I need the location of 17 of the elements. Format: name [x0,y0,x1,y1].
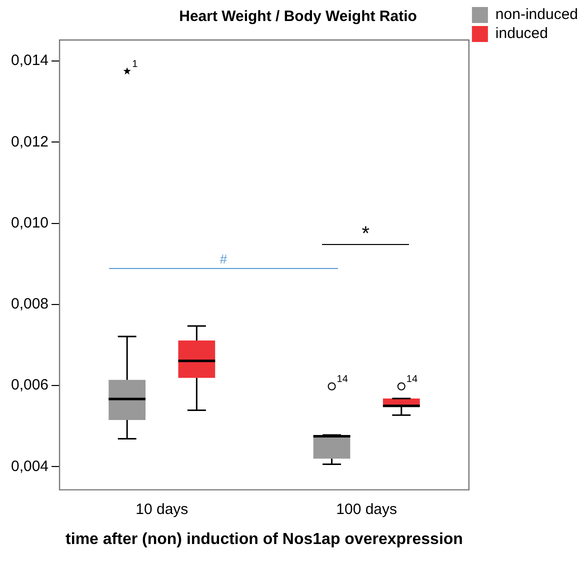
x-tick-label: 100 days [336,500,398,518]
annotation: 1 [132,58,138,70]
y-tick-label: 0,004 [10,458,49,475]
legend-label: non-induced [495,6,578,24]
chart-title: Heart Weight / Body Weight Ratio [179,8,417,26]
x-tick-label: 10 days [136,500,188,518]
y-tick-label: 0,012 [10,133,49,150]
annotation: 14 [336,374,348,386]
y-tick-label: 0,006 [10,376,49,394]
annotation: * [362,223,370,246]
y-tick-label: 0,010 [10,214,49,232]
annotation: 14 [406,374,418,386]
legend-label: induced [495,25,548,42]
y-tick-label: 0,014 [10,52,49,70]
annotation: # [220,252,228,267]
y-tick-label: 0,008 [10,296,49,313]
x-axis-title: time after (non) induction of Nos1ap overexpression [66,530,463,548]
